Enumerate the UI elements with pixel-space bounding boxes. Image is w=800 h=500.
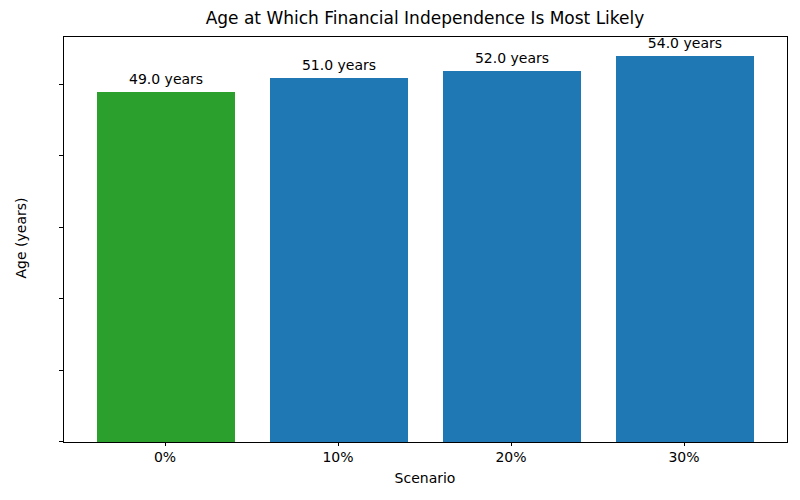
x-axis-label: Scenario (63, 470, 787, 487)
bar-value-label: 49.0 years (66, 71, 266, 88)
y-tick-mark (59, 441, 63, 442)
bar-10% (270, 78, 408, 442)
bar-value-label: 54.0 years (585, 35, 785, 52)
y-tick-mark (59, 227, 63, 228)
x-tick-label: 20% (471, 449, 551, 465)
x-tick-mark (165, 442, 166, 446)
bar-20% (443, 71, 581, 442)
x-tick-mark (511, 442, 512, 446)
x-tick-mark (338, 442, 339, 446)
y-axis-label: Age (years) (13, 198, 30, 279)
bar-value-label: 51.0 years (239, 57, 439, 74)
x-tick-label: 30% (644, 449, 724, 465)
y-tick-mark (59, 298, 63, 299)
bar-30% (616, 56, 754, 442)
y-tick-mark (59, 84, 63, 85)
x-tick-mark (684, 442, 685, 446)
y-tick-mark (59, 155, 63, 156)
chart-figure: Age at Which Financial Independence Is M… (0, 0, 800, 500)
x-tick-label: 10% (298, 449, 378, 465)
x-tick-label: 0% (125, 449, 205, 465)
bar-value-label: 52.0 years (412, 50, 612, 67)
plot-area: 49.0 years51.0 years52.0 years54.0 years (63, 36, 788, 443)
chart-title: Age at Which Financial Independence Is M… (63, 7, 787, 29)
bar-0% (97, 92, 235, 442)
y-tick-mark (59, 370, 63, 371)
